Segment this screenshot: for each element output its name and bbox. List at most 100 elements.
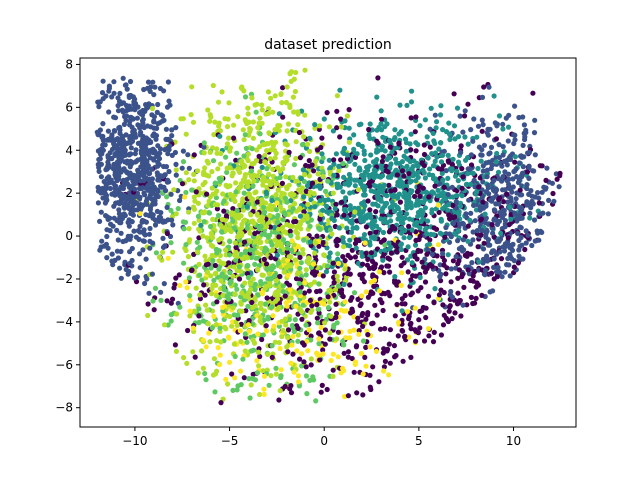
scatter-point bbox=[525, 150, 531, 156]
scatter-point bbox=[375, 193, 381, 199]
scatter-point bbox=[261, 204, 267, 210]
scatter-point bbox=[266, 219, 272, 225]
scatter-point bbox=[511, 169, 517, 175]
scatter-point bbox=[524, 169, 531, 175]
scatter-point bbox=[522, 246, 528, 253]
scatter-point bbox=[266, 271, 272, 277]
y-tick-label: 0 bbox=[65, 229, 73, 243]
scatter-point bbox=[511, 103, 518, 109]
scatter-point bbox=[193, 285, 199, 291]
scatter-point bbox=[223, 274, 229, 280]
scatter-point bbox=[478, 232, 484, 238]
scatter-point bbox=[408, 292, 414, 298]
scatter-point bbox=[180, 159, 187, 165]
scatter-point bbox=[399, 180, 406, 186]
scatter-point bbox=[515, 260, 522, 266]
scatter-point bbox=[242, 331, 248, 337]
scatter-point bbox=[132, 151, 138, 157]
scatter-point bbox=[412, 129, 418, 135]
scatter-point bbox=[379, 208, 385, 214]
scatter-point bbox=[254, 173, 260, 179]
scatter-point bbox=[271, 147, 278, 153]
scatter-point bbox=[209, 285, 215, 292]
scatter-point bbox=[411, 158, 417, 164]
scatter-point bbox=[406, 234, 413, 241]
scatter-point bbox=[326, 157, 332, 163]
scatter-point bbox=[429, 151, 435, 157]
scatter-point bbox=[122, 259, 128, 265]
scatter-point bbox=[383, 163, 389, 169]
scatter-point bbox=[200, 337, 206, 343]
scatter-point bbox=[408, 115, 414, 121]
scatter-point bbox=[481, 142, 487, 148]
scatter-point bbox=[420, 185, 426, 191]
scatter-point bbox=[454, 193, 460, 199]
scatter-point bbox=[531, 130, 538, 136]
scatter-point bbox=[382, 216, 388, 222]
scatter-point bbox=[138, 111, 144, 117]
scatter-point bbox=[417, 193, 423, 199]
scatter-point bbox=[242, 132, 248, 138]
scatter-point bbox=[393, 167, 399, 173]
x-tick-label: 5 bbox=[415, 434, 423, 448]
scatter-point bbox=[341, 212, 347, 218]
scatter-point bbox=[284, 184, 290, 190]
scatter-point bbox=[426, 241, 432, 247]
scatter-point bbox=[285, 335, 291, 341]
scatter-point bbox=[434, 253, 440, 259]
scatter-point bbox=[238, 368, 244, 374]
scatter-point bbox=[402, 333, 408, 339]
scatter-point bbox=[115, 166, 121, 173]
scatter-point bbox=[394, 172, 400, 178]
scatter-point bbox=[211, 313, 217, 319]
scatter-point bbox=[370, 159, 377, 165]
scatter-point bbox=[312, 125, 318, 131]
scatter-point bbox=[221, 198, 227, 204]
scatter-point bbox=[155, 193, 161, 200]
scatter-point bbox=[292, 257, 298, 263]
scatter-point bbox=[300, 247, 306, 253]
y-tick-label: −6 bbox=[55, 358, 73, 372]
scatter-point bbox=[223, 154, 229, 160]
scatter-point bbox=[493, 136, 499, 142]
scatter-point bbox=[369, 219, 375, 225]
scatter-point bbox=[441, 148, 447, 154]
scatter-point bbox=[266, 178, 272, 184]
scatter-point bbox=[398, 263, 404, 269]
scatter-point bbox=[196, 261, 202, 267]
scatter-point bbox=[211, 132, 217, 138]
scatter-point bbox=[260, 142, 267, 148]
scatter-point bbox=[98, 209, 104, 215]
scatter-point bbox=[352, 161, 358, 167]
scatter-point bbox=[124, 86, 130, 92]
scatter-point bbox=[310, 261, 317, 267]
scatter-point bbox=[157, 146, 163, 152]
scatter-point bbox=[401, 153, 407, 159]
scatter-point bbox=[246, 318, 252, 324]
scatter-point bbox=[399, 254, 405, 260]
scatter-point bbox=[297, 254, 303, 260]
scatter-point bbox=[178, 116, 184, 122]
scatter-point bbox=[363, 224, 369, 230]
scatter-point bbox=[244, 263, 250, 269]
y-tick-label: −8 bbox=[55, 401, 73, 415]
scatter-point bbox=[290, 174, 296, 180]
scatter-point bbox=[176, 272, 182, 278]
scatter-point bbox=[336, 168, 342, 174]
scatter-point bbox=[232, 291, 238, 297]
scatter-point bbox=[454, 168, 460, 174]
scatter-point bbox=[240, 356, 246, 362]
scatter-point bbox=[237, 328, 243, 334]
scatter-point bbox=[507, 244, 513, 250]
scatter-point bbox=[330, 128, 336, 134]
scatter-point bbox=[375, 140, 381, 146]
scatter-point bbox=[152, 217, 158, 223]
scatter-point bbox=[123, 132, 129, 138]
scatter-point bbox=[109, 94, 115, 100]
scatter-point bbox=[149, 105, 156, 112]
scatter-point bbox=[215, 212, 222, 219]
scatter-point bbox=[251, 340, 258, 346]
scatter-point bbox=[262, 209, 268, 215]
scatter-point bbox=[483, 215, 489, 221]
scatter-point bbox=[456, 209, 462, 215]
